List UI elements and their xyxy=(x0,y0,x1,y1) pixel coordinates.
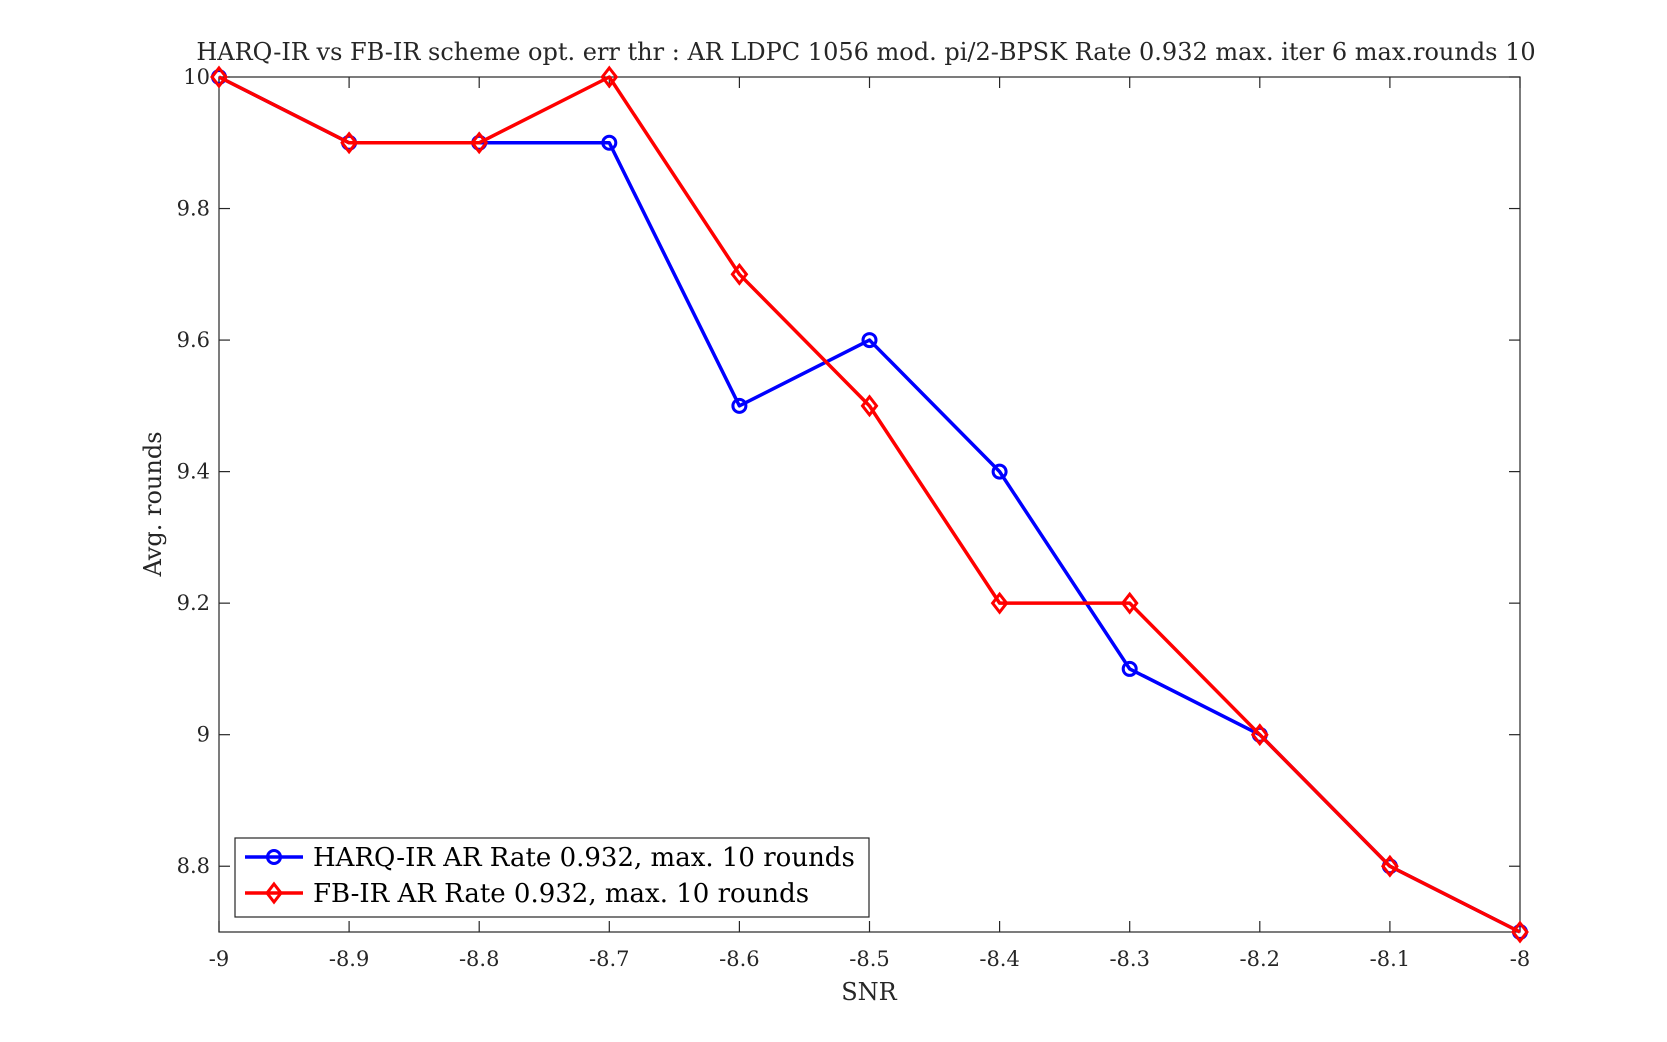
legend-item-1: HARQ-IR AR Rate 0.932, max. 10 rounds xyxy=(245,843,855,873)
legend-marker-diamond xyxy=(265,881,283,905)
y-tick-label: 9 xyxy=(197,723,210,747)
x-tick-label: -8.9 xyxy=(329,947,370,971)
x-tick-label: -8.6 xyxy=(719,947,760,971)
data-point-diamond xyxy=(1250,723,1269,747)
y-tick-label: 9.6 xyxy=(177,328,210,352)
legend-marker-circle xyxy=(266,849,282,865)
x-tick-label: -8.2 xyxy=(1240,947,1281,971)
data-point-circle xyxy=(991,463,1008,480)
legend: HARQ-IR AR Rate 0.932, max. 10 rounds FB-… xyxy=(234,837,870,918)
data-point-diamond xyxy=(1120,591,1139,615)
legend-label: FB-IR AR Rate 0.932, max. 10 rounds xyxy=(313,879,809,909)
series-2 xyxy=(210,65,1529,944)
data-point-diamond xyxy=(1380,854,1399,878)
data-point-diamond xyxy=(730,262,749,286)
data-point-circle xyxy=(861,332,878,349)
data-point-diamond xyxy=(210,65,228,89)
series-line xyxy=(218,75,1521,934)
x-tick-label: -8.5 xyxy=(849,947,890,971)
x-tick-label: -8.8 xyxy=(459,947,500,971)
legend-label: HARQ-IR AR Rate 0.932, max. 10 rounds xyxy=(313,843,855,873)
chart-title: HARQ-IR vs FB-IR scheme opt. err thr : A… xyxy=(196,38,1535,66)
x-tick-label: -8.3 xyxy=(1109,947,1150,971)
data-point-diamond xyxy=(1511,920,1529,944)
x-tick-label: -9 xyxy=(209,947,229,971)
data-point-diamond xyxy=(600,65,619,89)
x-axis-label: SNR xyxy=(841,978,897,1006)
x-tick-label: -8.7 xyxy=(589,947,630,971)
y-tick-label: 8.8 xyxy=(177,854,210,878)
y-axis-label: Avg. rounds xyxy=(139,431,167,577)
data-point-diamond xyxy=(340,131,359,155)
axis-ticks: -9 -8.9 -8.8 -8.7 -8.6 -8.5 -8.4 -8.3 -8.2 -8.1 -8… xyxy=(177,65,1531,971)
y-tick-label: 9.4 xyxy=(177,460,210,484)
data-point-circle xyxy=(731,397,748,414)
legend-box xyxy=(234,837,870,918)
data-point-circle xyxy=(1121,660,1138,677)
data-point-diamond xyxy=(470,131,489,155)
data-point-diamond xyxy=(860,394,879,418)
series-layer xyxy=(210,65,1529,944)
plot-area xyxy=(218,76,1521,933)
y-tick-label: 9.8 xyxy=(177,197,210,221)
x-tick-label: -8 xyxy=(1510,947,1530,971)
x-tick-label: -8.4 xyxy=(979,947,1020,971)
data-point-circle xyxy=(601,134,618,151)
y-tick-label: 9.2 xyxy=(177,591,210,615)
legend-item-2: FB-IR AR Rate 0.932, max. 10 rounds xyxy=(245,879,809,909)
x-tick-label: -8.1 xyxy=(1370,947,1411,971)
legend-items: HARQ-IR AR Rate 0.932, max. 10 rounds FB-… xyxy=(245,843,855,909)
data-point-diamond xyxy=(990,591,1009,615)
y-tick-label: 10 xyxy=(183,65,210,89)
